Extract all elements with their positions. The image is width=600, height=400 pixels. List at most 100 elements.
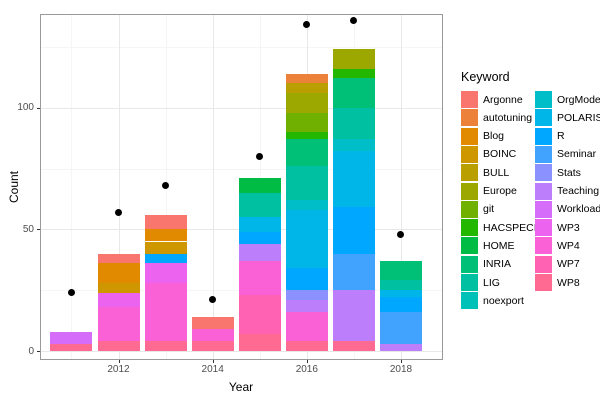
legend-swatch-lig	[461, 274, 478, 291]
bar-segment-2012-argonne	[97, 253, 140, 264]
legend-swatch-noexport	[461, 292, 478, 310]
bar-segment-2017-wp8	[332, 341, 375, 351]
legend-swatch-wp8	[535, 274, 552, 291]
bar-segment-2013-blog	[144, 229, 187, 242]
legend-swatch-wp4	[535, 237, 552, 255]
gridline-minor-x-2011	[71, 14, 73, 360]
x-tick-label-2014: 2014	[201, 364, 224, 375]
bar-segment-2014-wp4	[191, 329, 234, 342]
bar-segment-2012-wp3	[97, 292, 140, 308]
bar-segment-2017-seminar	[332, 253, 375, 291]
gridline-minor-y-75	[40, 168, 443, 170]
point-2012	[115, 208, 122, 216]
bar-segment-2015-home	[238, 178, 281, 193]
gridline-major-x-2014	[212, 14, 214, 360]
y-tick-mark-0	[37, 351, 40, 352]
bar-segment-2013-argonne	[144, 214, 187, 230]
legend-swatch-inria	[461, 255, 478, 273]
legend-label-stats: Stats	[557, 166, 581, 179]
bar-segment-2017-teaching	[332, 290, 375, 342]
bar-segment-2015-wp7	[238, 295, 281, 334]
bar-segment-2017-r	[332, 207, 375, 254]
legend-swatch-git	[461, 200, 478, 218]
bar-segment-2012-blog	[97, 263, 140, 283]
legend-swatch-blog	[461, 127, 478, 145]
gridline-major-y-100	[40, 107, 443, 109]
legend-label-wp3: WP3	[557, 221, 580, 234]
gridline-major-x-2012	[118, 14, 120, 360]
bar-segment-2016-wp4	[285, 312, 328, 342]
bar-segment-2016-bull	[285, 83, 328, 94]
x-tick-label-2012: 2012	[107, 364, 130, 375]
x-tick-label-2018: 2018	[389, 364, 413, 375]
x-tick-label-2016: 2016	[295, 364, 318, 375]
bar-segment-2015-teaching	[238, 243, 281, 261]
legend-label-noexport: noexport	[483, 294, 524, 307]
x-tick-mark-2016	[306, 359, 308, 363]
x-axis-title: Year	[228, 380, 254, 394]
bar-segment-2014-argonne	[191, 316, 234, 330]
legend-swatch-r	[535, 127, 552, 145]
bar-segment-2018-polaris	[379, 290, 422, 298]
legend-label-r: R	[557, 130, 565, 143]
legend-label-bull: BULL	[483, 166, 510, 179]
bar-segment-2015-lig	[238, 192, 281, 218]
legend-swatch-argonne	[461, 91, 478, 108]
point-2018	[397, 230, 405, 238]
y-axis-title: Count	[7, 170, 21, 204]
bar-segment-2013-wp8	[144, 341, 187, 351]
legend-swatch-workload	[535, 200, 552, 218]
gridline-major-y-0	[40, 351, 443, 352]
legend-swatch-orgmode	[535, 91, 552, 108]
bar-segment-2018-lig	[379, 280, 422, 291]
legend-swatch-stats	[535, 164, 552, 182]
bar-segment-2017-orgmode	[332, 139, 375, 152]
x-tick-mark-2018	[400, 359, 402, 363]
legend-swatch-home	[461, 237, 478, 255]
legend-swatch-autotuning	[461, 109, 478, 127]
point-2017	[350, 16, 358, 24]
point-2013	[162, 182, 170, 190]
legend-label-autotuning: autotuning	[483, 111, 533, 124]
bar-segment-2018-inria	[379, 260, 422, 281]
y-tick-mark-100	[37, 107, 40, 109]
legend-label-workload: Workload	[557, 203, 600, 216]
x-tick-mark-2012	[118, 359, 120, 363]
legend-label-hacspecis: HACSPECIS	[483, 221, 544, 234]
bar-segment-2016-orgmode	[285, 200, 328, 210]
legend-label-git: git	[483, 203, 495, 216]
bar-segment-2015-polaris	[238, 217, 281, 232]
bar-segment-2015-r	[238, 231, 281, 244]
bar-segment-2016-wp8	[285, 341, 328, 351]
bar-segment-2016-lig	[285, 166, 328, 201]
bar-segment-2013-boinc	[144, 241, 187, 254]
legend-swatch-seminar	[535, 145, 552, 163]
bar-segment-2017-polaris	[332, 151, 375, 208]
legend-label-europe: Europe	[483, 185, 517, 197]
bar-segment-2016-stats	[285, 290, 328, 300]
legend-label-home: HOME	[483, 239, 515, 252]
legend-swatch-wp7	[535, 255, 552, 273]
bar-segment-2013-wp3	[144, 263, 187, 283]
bar-segment-2016-autotuning	[285, 73, 328, 84]
legend-label-wp7: WP7	[557, 258, 580, 271]
legend-swatch-bull	[461, 164, 478, 182]
legend-label-teaching: Teaching	[557, 185, 600, 197]
legend-label-blog: Blog	[483, 130, 505, 143]
y-tick-label-100: 100	[17, 102, 34, 114]
legend-label-boinc: BOINC	[483, 148, 517, 161]
bar-segment-2016-europe	[285, 93, 328, 113]
bar-segment-2018-seminar	[379, 312, 422, 344]
bar-segment-2014-wp8	[191, 341, 234, 351]
legend-label-wp8: WP8	[557, 276, 580, 289]
legend-swatch-teaching	[535, 182, 552, 200]
legend-swatch-wp3	[535, 219, 552, 237]
bar-segment-2017-europe	[332, 49, 375, 69]
bar-segment-2012-wp4	[97, 307, 140, 342]
y-tick-mark-50	[37, 229, 40, 231]
gridline-minor-y-125	[40, 46, 443, 48]
bar-segment-2016-teaching	[285, 299, 328, 313]
legend-swatch-polaris	[535, 109, 552, 127]
bar-segment-2013-wp4	[144, 282, 187, 342]
